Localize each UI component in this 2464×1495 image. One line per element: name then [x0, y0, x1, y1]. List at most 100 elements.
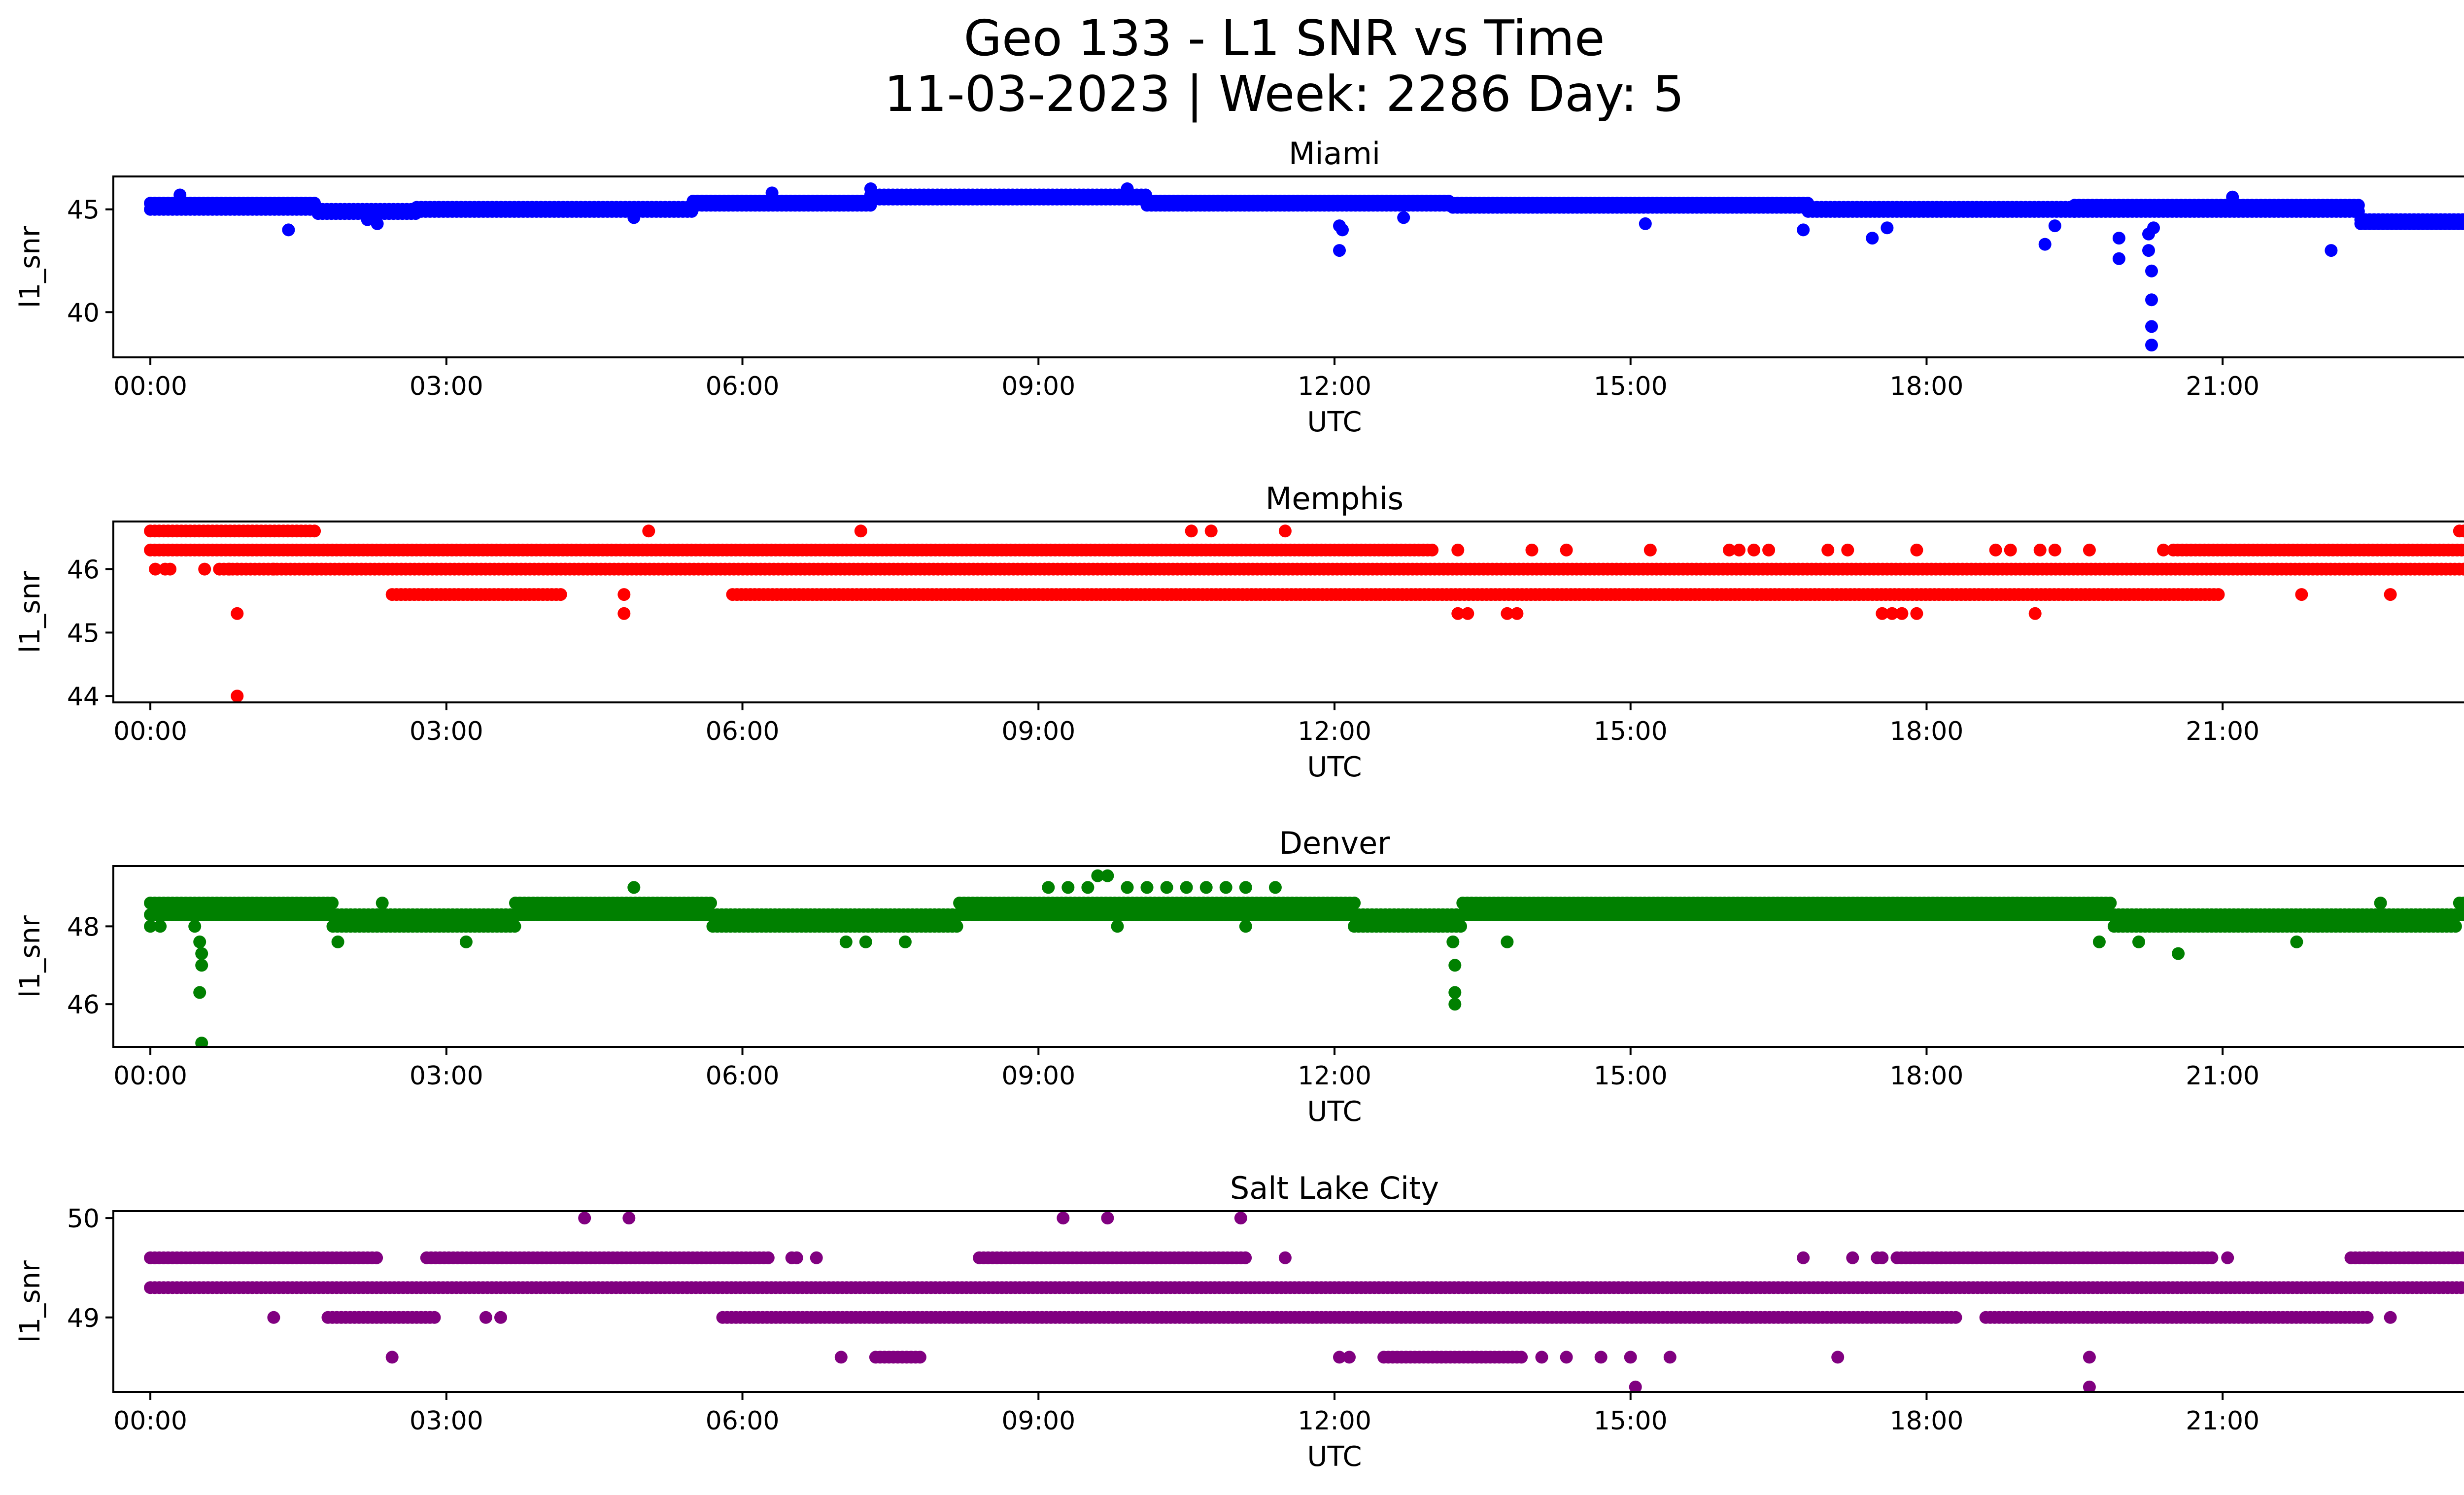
data-point [1876, 607, 1889, 620]
data-point [2092, 935, 2106, 948]
data-point [898, 935, 912, 948]
marker-band [420, 1251, 775, 1264]
x-tick-label: 09:00 [1001, 1061, 1075, 1091]
x-tick-label: 15:00 [1594, 372, 1668, 401]
data-point [1239, 920, 1252, 933]
data-point [1101, 869, 1114, 882]
x-tick-label: 06:00 [706, 372, 780, 401]
marker-band [716, 1311, 1962, 1324]
data-point [1723, 543, 1736, 556]
marker-band [144, 908, 339, 921]
data-point [1160, 881, 1173, 894]
data-point [2457, 897, 2464, 909]
data-point [765, 186, 779, 200]
data-point [1111, 920, 1124, 933]
data-point [154, 920, 167, 933]
data-point [2104, 897, 2117, 909]
data-point [854, 524, 867, 538]
data-point [1451, 543, 1465, 556]
data-point [193, 986, 206, 999]
data-point [1239, 1251, 1252, 1264]
data-point [428, 1311, 441, 1324]
data-point [361, 213, 374, 226]
data-point [1239, 881, 1252, 894]
y-tick-label: 44 [67, 682, 100, 712]
marker-band [2068, 205, 2365, 218]
x-tick-label: 06:00 [706, 1061, 780, 1091]
data-point [1348, 897, 1361, 909]
x-tick-label: 21:00 [2186, 717, 2259, 746]
marker-band [2453, 524, 2464, 538]
x-tick-label: 18:00 [1890, 1061, 1964, 1091]
data-point [1895, 607, 1909, 620]
x-axis-label: UTC [1307, 406, 1362, 438]
y-axis-label: l1_snr [14, 570, 46, 653]
marker-band [706, 920, 963, 933]
x-tick-label: 03:00 [410, 717, 483, 746]
data-point [149, 562, 162, 576]
marker-band [326, 908, 521, 921]
data-point [2112, 252, 2125, 265]
x-tick-label: 03:00 [410, 1061, 483, 1091]
data-point [459, 935, 473, 948]
marker-band [2167, 543, 2464, 556]
data-point [2459, 1281, 2464, 1294]
marker-band [869, 1351, 926, 1364]
data-point [2361, 1311, 2374, 1324]
y-tick-label: 40 [67, 298, 100, 328]
x-tick-label: 15:00 [1594, 717, 1668, 746]
data-point [1910, 607, 1923, 620]
data-point [1881, 221, 1894, 235]
data-point [2226, 190, 2239, 204]
data-point [188, 920, 202, 933]
data-point [1989, 543, 2002, 556]
data-point [1219, 881, 1232, 894]
data-point [2145, 293, 2158, 307]
y-axis-label: l1_snr [14, 915, 46, 998]
data-point [859, 935, 872, 948]
marker-band [144, 203, 321, 216]
x-tick-label: 00:00 [113, 372, 187, 401]
data-point [2462, 910, 2464, 920]
marker-band [1456, 897, 2117, 909]
data-point [864, 182, 877, 195]
marker-band [1348, 908, 1467, 921]
data-point [2457, 562, 2464, 576]
panel-title: Salt Lake City [1230, 1170, 1439, 1206]
data-point [376, 897, 389, 909]
data-point [2028, 607, 2042, 620]
x-tick-label: 09:00 [1001, 372, 1075, 401]
data-point [617, 607, 631, 620]
data-point [1643, 543, 1657, 556]
data-point [195, 1037, 208, 1047]
data-point [1061, 881, 1075, 894]
data-point [1885, 607, 1899, 620]
marker-band [509, 908, 717, 921]
data-point [950, 920, 963, 933]
data-point [1426, 543, 1439, 556]
data-point [1866, 232, 1879, 245]
data-point [1042, 881, 1055, 894]
data-point [1448, 986, 1462, 999]
x-tick-label: 00:00 [113, 1061, 187, 1091]
marker-band [509, 897, 717, 909]
marker-band [726, 588, 2225, 601]
data-point [2462, 526, 2464, 536]
data-point [231, 562, 244, 576]
marker-band [144, 1251, 383, 1264]
data-point [2112, 232, 2125, 245]
x-tick-label: 15:00 [1594, 1061, 1668, 1091]
marker-band [2453, 897, 2464, 909]
data-point [2145, 264, 2158, 278]
data-point [1910, 543, 1923, 556]
data-point [1639, 217, 1652, 230]
data-point [2132, 935, 2145, 948]
x-tick-label: 18:00 [1890, 372, 1964, 401]
data-point [1185, 524, 1198, 538]
marker-band [144, 543, 1439, 556]
data-point [195, 947, 208, 960]
